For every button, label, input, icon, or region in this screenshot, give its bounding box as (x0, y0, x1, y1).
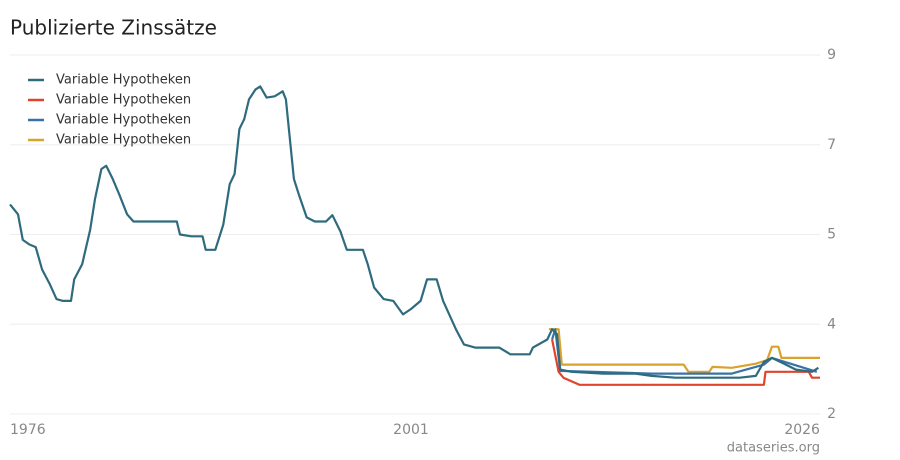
chart-title: Publizierte Zinssätze (10, 16, 217, 40)
y-tick-label: 7 (827, 137, 836, 153)
legend-label: Variable Hypotheken (56, 73, 191, 88)
x-tick-label: 2001 (393, 422, 429, 438)
y-tick-label: 4 (827, 316, 836, 332)
legend-label: Variable Hypotheken (56, 113, 191, 128)
line (9, 85, 819, 379)
y-tick-label: 5 (827, 227, 836, 243)
legend-label: Variable Hypotheken (56, 133, 191, 148)
legend-label: Variable Hypotheken (56, 93, 191, 108)
source: dataseries.org (727, 441, 820, 456)
x-tick-label: 1976 (10, 422, 46, 438)
y-tick-label: 2 (827, 406, 836, 422)
line (548, 328, 820, 373)
line (551, 339, 820, 386)
y-tick-label: 9 (827, 47, 836, 63)
x-tick-label: 2026 (784, 422, 820, 438)
